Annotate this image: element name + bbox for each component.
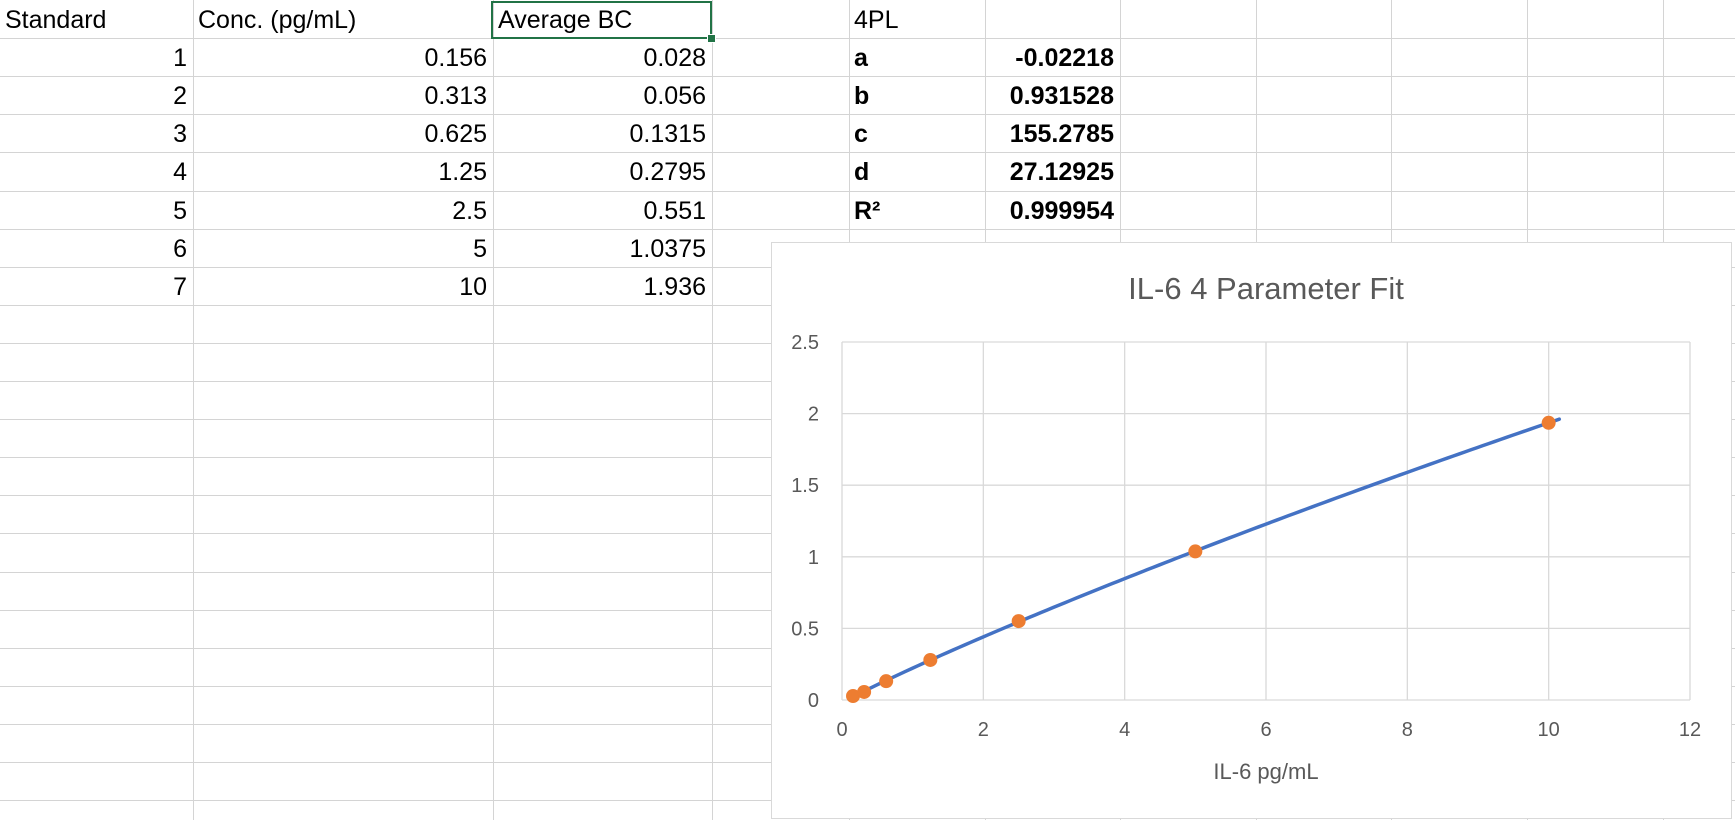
row-gridline: [0, 38, 1735, 39]
y-tick-label: 0.5: [791, 618, 819, 640]
chart-title: IL-6 4 Parameter Fit: [1128, 271, 1404, 306]
column-gridline: [493, 0, 494, 820]
header-standard[interactable]: Standard: [5, 6, 107, 34]
concentration-cell[interactable]: 5: [473, 235, 487, 263]
data-point: [1541, 415, 1556, 430]
average-bc-cell[interactable]: 0.1315: [629, 120, 706, 148]
row-gridline: [0, 152, 1735, 153]
column-gridline: [712, 0, 713, 820]
standard-cell[interactable]: 6: [173, 235, 187, 263]
fit-title-cell[interactable]: 4PL: [854, 6, 899, 34]
data-point: [879, 674, 894, 689]
fill-handle[interactable]: [707, 34, 716, 43]
standard-cell[interactable]: 1: [173, 44, 187, 72]
average-bc-cell[interactable]: 0.551: [643, 197, 706, 225]
concentration-cell[interactable]: 0.156: [424, 44, 487, 72]
x-tick-label: 6: [1260, 719, 1271, 741]
x-axis-label: IL-6 pg/mL: [1213, 759, 1318, 784]
fit-param-value[interactable]: -0.02218: [1015, 44, 1114, 72]
y-tick-label: 0: [808, 690, 819, 712]
fit-curve-line: [851, 417, 1562, 699]
fit-param-value[interactable]: 0.999954: [1009, 197, 1114, 225]
y-tick-label: 2.5: [791, 332, 819, 354]
data-point: [846, 688, 861, 703]
header-average-bc[interactable]: Average BC: [498, 6, 633, 34]
average-bc-cell[interactable]: 0.056: [643, 82, 706, 110]
x-tick-label: 4: [1119, 719, 1130, 741]
fit-param-name[interactable]: a: [854, 44, 868, 72]
x-tick-label: 10: [1538, 719, 1560, 741]
fit-param-name[interactable]: c: [854, 120, 868, 148]
fit-param-name[interactable]: R²: [854, 197, 881, 225]
y-tick-label: 1.5: [791, 475, 819, 497]
x-tick-label: 0: [836, 719, 847, 741]
standard-cell[interactable]: 4: [173, 158, 187, 186]
y-tick-label: 1: [808, 547, 819, 569]
x-tick-label: 8: [1402, 719, 1413, 741]
x-tick-label: 2: [978, 719, 989, 741]
concentration-cell[interactable]: 0.625: [424, 120, 487, 148]
fit-param-value[interactable]: 27.12925: [1009, 158, 1114, 186]
row-gridline: [0, 229, 1735, 230]
row-gridline: [0, 114, 1735, 115]
fit-param-value[interactable]: 0.931528: [1009, 82, 1114, 110]
standard-cell[interactable]: 5: [173, 197, 187, 225]
fit-param-name[interactable]: d: [854, 158, 870, 186]
data-point: [857, 684, 872, 699]
average-bc-cell[interactable]: 0.028: [643, 44, 706, 72]
header-concentration[interactable]: Conc. (pg/mL): [198, 6, 357, 34]
y-tick-label: 2: [808, 404, 819, 426]
concentration-cell[interactable]: 0.313: [424, 82, 487, 110]
concentration-cell[interactable]: 2.5: [452, 197, 487, 225]
standard-cell[interactable]: 2: [173, 82, 187, 110]
scatter-chart: IL-6 4 Parameter Fit 0 2 4 6 8 10 12 0 0.5 1 1.5 2 2.…: [791, 271, 1701, 784]
row-gridline: [0, 76, 1735, 77]
chart-container[interactable]: IL-6 4 Parameter Fit 0 2 4 6 8 10 12 0 0.5 1 1.5 2 2.…: [771, 242, 1732, 819]
fit-param-name[interactable]: b: [854, 82, 870, 110]
standard-cell[interactable]: 3: [173, 120, 187, 148]
column-gridline: [193, 0, 194, 820]
x-tick-label: 12: [1679, 719, 1701, 741]
average-bc-cell[interactable]: 0.2795: [629, 158, 706, 186]
selected-cell-outline: [491, 1, 712, 39]
data-point: [1188, 544, 1203, 559]
data-point: [1011, 614, 1026, 629]
average-bc-cell[interactable]: 1.0375: [629, 235, 706, 263]
data-point: [923, 652, 938, 667]
fit-param-value[interactable]: 155.2785: [1009, 120, 1114, 148]
average-bc-cell[interactable]: 1.936: [643, 273, 706, 301]
standard-cell[interactable]: 7: [173, 273, 187, 301]
concentration-cell[interactable]: 1.25: [438, 158, 487, 186]
row-gridline: [0, 191, 1735, 192]
concentration-cell[interactable]: 10: [459, 273, 487, 301]
